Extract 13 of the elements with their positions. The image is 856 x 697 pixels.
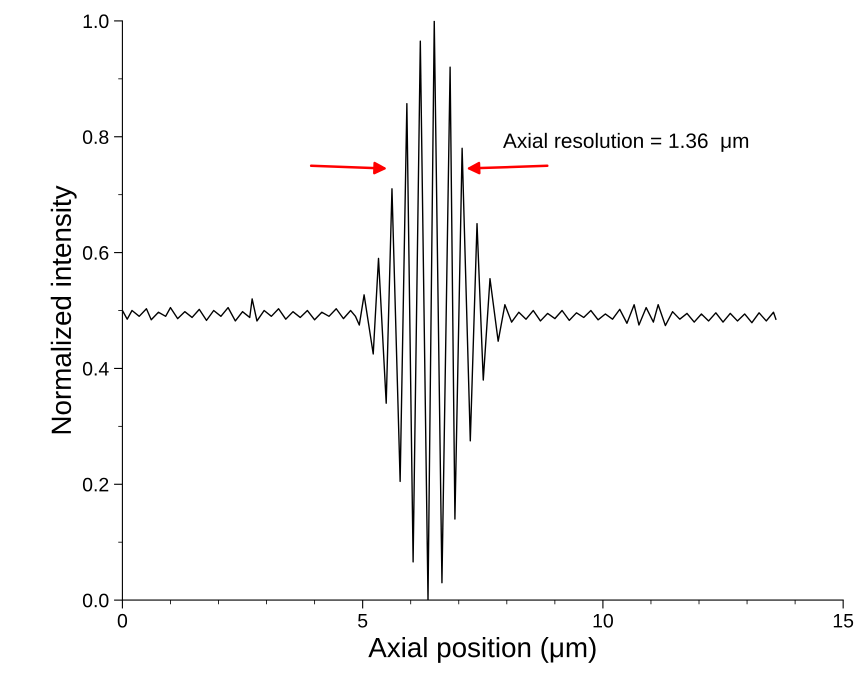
x-tick-label: 0 [118, 614, 128, 628]
annotation: Axial resolution = 1.36 μm [503, 132, 748, 152]
y-tick-label: 0.2 [82, 478, 108, 492]
x-tick-label: 10 [594, 614, 613, 628]
y-tick-label: 1.0 [84, 14, 108, 28]
x-tick-label: 5 [358, 614, 368, 628]
y-tick-label: 0.6 [82, 246, 108, 260]
y-tick-label: 0.8 [82, 130, 108, 144]
x-axis-title: Axial position (μm) [368, 636, 596, 663]
y-tick-label: 0.4 [82, 362, 109, 376]
y-tick-label: 0.0 [82, 594, 108, 608]
x-tick-label: 15 [834, 614, 854, 628]
y-axis-title: Normalized intensity [50, 186, 77, 434]
